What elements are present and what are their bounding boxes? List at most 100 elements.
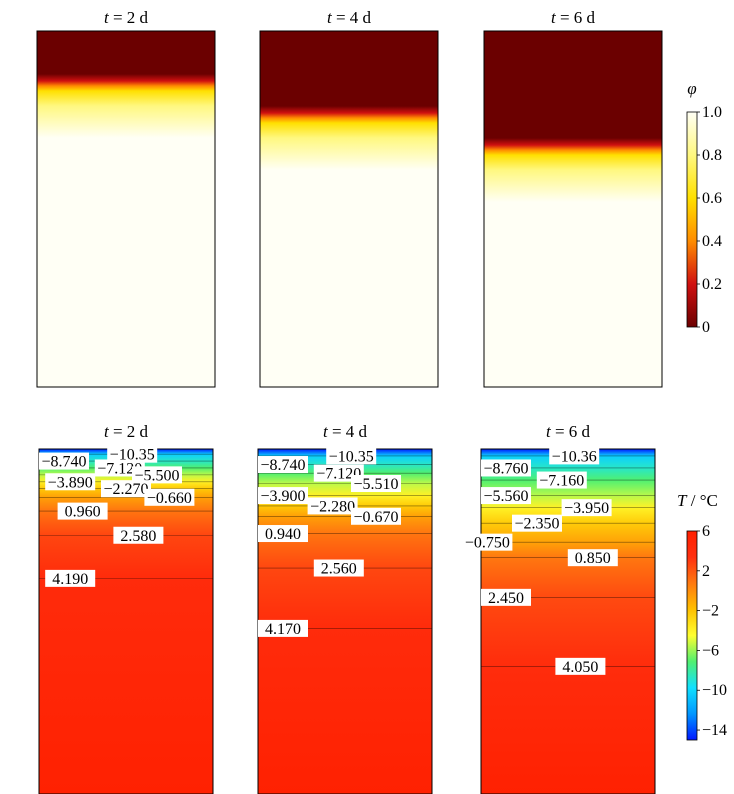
contour-label: 0.960 xyxy=(65,504,101,521)
contour-label-group: −2.280 xyxy=(307,497,358,515)
phase-field-colorbar-tick-label: 0.6 xyxy=(702,190,722,207)
contour-label-box xyxy=(258,487,308,505)
phase-field-panel-2 xyxy=(259,30,439,388)
contour-label-group: −8.740 xyxy=(39,452,89,471)
contour-label-box xyxy=(555,657,606,675)
contour-label-box xyxy=(351,475,401,492)
contour-label: −7.160 xyxy=(539,473,584,490)
contour-label: −10.35 xyxy=(110,447,155,464)
contour-label: 0.940 xyxy=(265,526,301,543)
contour-label-group: −10.35 xyxy=(107,445,158,464)
temperature-colorbar-bar xyxy=(686,530,698,741)
contour-label-group: −0.750 xyxy=(462,533,513,552)
contour-label-box xyxy=(258,525,308,543)
contour-label-box xyxy=(351,507,401,525)
contour-label-group: 4.050 xyxy=(555,657,606,676)
contour-label: −2.350 xyxy=(514,516,559,533)
temperature-colorbar-tick-label: 6 xyxy=(702,523,710,540)
contour-label: 0.850 xyxy=(575,550,611,567)
phase-field-panel-title-2: t = 4 d xyxy=(327,8,372,27)
contour-label-group: 0.940 xyxy=(258,525,308,543)
temperature-panel-title-2: t = 4 d xyxy=(323,422,368,441)
contour-label-group: −2.270 xyxy=(101,480,151,498)
contour-label-group: 2.580 xyxy=(113,526,164,545)
temperature-colorbar: −14 −10 −6 −2 2 6 T / °C xyxy=(677,491,727,741)
phase-field-panels: t = 2 d t = 4 d t = 6 d xyxy=(36,8,663,388)
contour-label-box xyxy=(481,487,531,505)
contour-label-box xyxy=(113,526,164,544)
contour-label: −7.120 xyxy=(97,460,142,477)
temperature-colorbar-label: T / °C xyxy=(677,491,718,510)
temperature-panel-title-1: t = 2 d xyxy=(104,422,149,441)
contour-label: −0.660 xyxy=(147,490,192,507)
contour-label-box xyxy=(144,488,195,506)
contour-label-box xyxy=(567,549,618,567)
contour-label-box xyxy=(481,459,531,477)
contour-label: −2.280 xyxy=(310,498,355,515)
contour-label: −8.740 xyxy=(260,457,305,474)
contour-label: −5.510 xyxy=(353,476,398,493)
contour-label-group: −7.160 xyxy=(536,471,587,490)
contour-label: −3.950 xyxy=(564,500,609,517)
contour-label-box xyxy=(258,456,308,474)
contour-label-group: −3.890 xyxy=(45,473,96,491)
contour-label-group: −0.660 xyxy=(144,488,195,507)
contour-label-box xyxy=(39,452,89,470)
phase-field-colorbar-tick-label: 0.8 xyxy=(702,147,722,164)
temperature-colorbar-tick-label: −14 xyxy=(702,722,727,739)
contour-label-group: 0.960 xyxy=(57,502,108,521)
phase-field-colorbar-label: φ xyxy=(687,79,696,98)
contour-label: −0.750 xyxy=(465,535,510,552)
contour-label: −2.270 xyxy=(103,481,148,498)
contour-label-box xyxy=(132,466,182,484)
contour-label-box xyxy=(45,473,96,491)
contour-label-box xyxy=(549,447,600,465)
contour-label-group: 2.450 xyxy=(481,588,531,607)
contour-label: −8.740 xyxy=(41,454,86,471)
contour-label-group: −5.500 xyxy=(132,466,182,484)
contour-label-box xyxy=(258,619,308,637)
contour-label-box xyxy=(462,533,513,551)
contour-label: −7.120 xyxy=(316,466,361,483)
phase-field-panel-title-3: t = 6 d xyxy=(551,8,596,27)
contour-label-group: 4.190 xyxy=(45,569,96,588)
contour-label-group: 4.170 xyxy=(258,619,308,638)
contour-label-group: 2.560 xyxy=(313,559,364,578)
phase-field-panel-title-1: t = 2 d xyxy=(104,8,149,27)
contour-label: −0.670 xyxy=(353,509,398,526)
contour-label-group: −0.670 xyxy=(351,507,401,526)
contour-label-box xyxy=(313,559,364,577)
contour-label-box xyxy=(481,588,531,606)
contour-label: 2.580 xyxy=(120,528,156,545)
contour-label-group: 0.850 xyxy=(567,549,618,567)
contour-label: −10.36 xyxy=(552,448,597,465)
contour-label: 2.560 xyxy=(321,561,357,578)
phase-field-colorbar-tick-label: 0.4 xyxy=(702,233,722,250)
contour-label: 2.450 xyxy=(488,590,524,607)
contour-label-box xyxy=(326,447,377,465)
contour-label-box xyxy=(101,480,151,498)
phase-field-colorbar-tick-label: 0.2 xyxy=(702,276,722,293)
contour-label-group: −5.560 xyxy=(481,487,531,505)
phase-field-colorbar-bar xyxy=(686,111,698,328)
phase-field-colorbar: 0 0.2 0.4 0.6 0.8 1.0 φ xyxy=(686,79,722,336)
phase-field-panel-3 xyxy=(483,30,663,388)
contour-label: 4.190 xyxy=(52,571,88,588)
contour-label: −5.560 xyxy=(483,488,528,505)
temperature-colorbar-tick-label: −6 xyxy=(702,642,719,659)
contour-label-group: −5.510 xyxy=(351,475,401,493)
contour-label-group: −10.36 xyxy=(549,447,600,465)
contour-label: 4.170 xyxy=(265,621,301,638)
contour-label-box xyxy=(45,569,96,587)
contour-label-box xyxy=(57,502,108,520)
phase-field-panel-1 xyxy=(36,30,216,388)
contour-label: −3.900 xyxy=(260,488,305,505)
contour-label-box xyxy=(107,445,158,463)
contour-label-group: −8.760 xyxy=(481,459,531,477)
contour-label: 4.050 xyxy=(562,659,598,676)
temperature-colorbar-tick-label: −10 xyxy=(702,682,727,699)
contour-label-group: −3.950 xyxy=(561,499,612,517)
phase-field-colorbar-tick-label: 1.0 xyxy=(702,104,722,121)
phase-field-colorbar-tick-label: 0 xyxy=(702,319,710,336)
